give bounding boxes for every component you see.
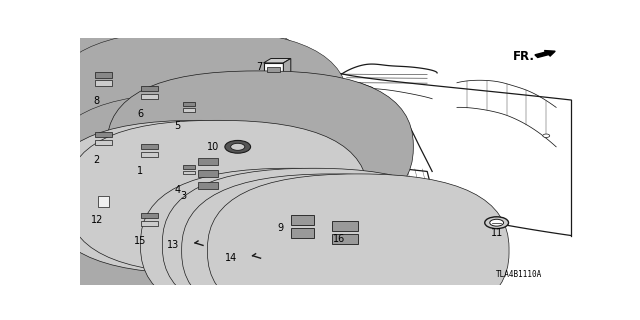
Circle shape <box>225 140 251 153</box>
Polygon shape <box>136 138 163 161</box>
Text: 15: 15 <box>134 236 147 246</box>
Polygon shape <box>180 94 203 98</box>
FancyBboxPatch shape <box>13 72 314 226</box>
Text: 6: 6 <box>138 108 143 118</box>
Polygon shape <box>136 75 170 80</box>
Polygon shape <box>91 61 124 66</box>
Polygon shape <box>163 132 170 161</box>
FancyBboxPatch shape <box>95 72 112 78</box>
Polygon shape <box>222 145 232 194</box>
FancyBboxPatch shape <box>141 168 442 320</box>
FancyBboxPatch shape <box>182 174 483 320</box>
Polygon shape <box>136 80 163 103</box>
FancyBboxPatch shape <box>95 140 112 145</box>
Polygon shape <box>136 207 163 230</box>
Polygon shape <box>287 205 326 210</box>
FancyBboxPatch shape <box>198 182 218 189</box>
FancyBboxPatch shape <box>183 165 195 169</box>
FancyBboxPatch shape <box>141 86 158 91</box>
Polygon shape <box>136 132 170 138</box>
FancyBboxPatch shape <box>107 71 413 223</box>
FancyBboxPatch shape <box>207 174 509 320</box>
Circle shape <box>543 134 550 138</box>
Polygon shape <box>180 161 198 177</box>
Text: FR.: FR. <box>513 50 534 63</box>
Polygon shape <box>163 201 170 230</box>
Text: 2: 2 <box>93 155 100 165</box>
FancyBboxPatch shape <box>332 221 358 231</box>
Polygon shape <box>96 188 121 193</box>
Polygon shape <box>284 59 291 76</box>
Polygon shape <box>136 201 170 207</box>
Polygon shape <box>328 216 362 248</box>
Polygon shape <box>116 61 124 90</box>
Polygon shape <box>193 145 232 151</box>
FancyBboxPatch shape <box>0 1 268 155</box>
FancyArrow shape <box>535 51 555 58</box>
Circle shape <box>484 217 509 228</box>
Polygon shape <box>198 94 203 114</box>
FancyBboxPatch shape <box>291 215 314 225</box>
FancyBboxPatch shape <box>13 14 314 168</box>
Text: 14: 14 <box>225 253 237 263</box>
FancyBboxPatch shape <box>198 158 218 165</box>
FancyBboxPatch shape <box>141 213 158 218</box>
Text: 13: 13 <box>167 240 179 250</box>
Polygon shape <box>362 210 372 248</box>
Text: 3: 3 <box>180 191 187 201</box>
FancyBboxPatch shape <box>267 67 280 72</box>
Polygon shape <box>198 157 203 177</box>
Polygon shape <box>116 120 124 149</box>
Text: 8: 8 <box>94 96 100 106</box>
FancyBboxPatch shape <box>332 234 358 244</box>
FancyBboxPatch shape <box>95 80 112 85</box>
Polygon shape <box>180 98 198 114</box>
Polygon shape <box>163 75 170 103</box>
Polygon shape <box>91 125 116 149</box>
FancyBboxPatch shape <box>141 152 158 157</box>
FancyBboxPatch shape <box>163 168 464 320</box>
Polygon shape <box>264 59 291 63</box>
Polygon shape <box>180 157 203 161</box>
FancyBboxPatch shape <box>291 228 314 238</box>
Text: 4: 4 <box>174 185 180 195</box>
FancyBboxPatch shape <box>49 93 349 245</box>
FancyBboxPatch shape <box>98 196 109 207</box>
Polygon shape <box>264 63 284 76</box>
Polygon shape <box>112 188 121 210</box>
Text: 12: 12 <box>91 215 103 225</box>
Polygon shape <box>287 210 317 242</box>
FancyBboxPatch shape <box>49 30 349 182</box>
Text: 16: 16 <box>333 234 345 244</box>
Circle shape <box>230 143 244 150</box>
Polygon shape <box>193 151 222 194</box>
Circle shape <box>220 138 255 156</box>
FancyBboxPatch shape <box>141 221 158 226</box>
Text: 1: 1 <box>138 166 143 176</box>
FancyBboxPatch shape <box>48 120 349 274</box>
FancyBboxPatch shape <box>0 60 268 214</box>
FancyBboxPatch shape <box>13 141 314 295</box>
FancyBboxPatch shape <box>141 144 158 149</box>
Text: 10: 10 <box>207 142 219 152</box>
Text: 9: 9 <box>277 223 284 233</box>
FancyBboxPatch shape <box>95 132 112 137</box>
FancyBboxPatch shape <box>67 120 368 274</box>
FancyBboxPatch shape <box>183 108 195 112</box>
Polygon shape <box>317 205 326 242</box>
Text: 7: 7 <box>256 62 262 72</box>
Polygon shape <box>91 120 124 125</box>
FancyBboxPatch shape <box>141 94 158 99</box>
Circle shape <box>490 219 504 226</box>
FancyBboxPatch shape <box>183 171 195 174</box>
Polygon shape <box>328 210 372 216</box>
Text: 5: 5 <box>174 121 180 131</box>
FancyBboxPatch shape <box>183 102 195 106</box>
Text: TLA4B1110A: TLA4B1110A <box>495 270 542 279</box>
Polygon shape <box>96 193 112 210</box>
Polygon shape <box>91 66 116 90</box>
Text: 11: 11 <box>490 228 503 238</box>
FancyBboxPatch shape <box>198 170 218 177</box>
